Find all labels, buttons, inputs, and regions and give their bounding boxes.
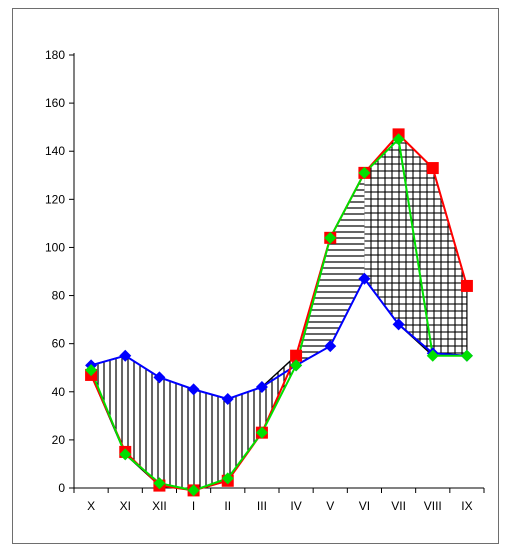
x-tick-label: XI [120, 499, 131, 513]
x-tick-label: X [87, 499, 95, 513]
x-tick-label: V [326, 499, 334, 513]
series-3-point [221, 472, 234, 485]
series-1-point [221, 392, 234, 405]
series-2-point [290, 349, 303, 362]
y-tick-label: 160 [45, 96, 65, 110]
x-tick-label: II [224, 499, 231, 513]
series-1-point [324, 340, 337, 353]
x-tick-label: III [257, 499, 267, 513]
x-tick-label: VII [391, 499, 406, 513]
series-1-point [153, 371, 166, 384]
y-tick-label: 120 [45, 192, 65, 206]
x-tick-label: IV [290, 499, 301, 513]
y-tick-label: 0 [58, 481, 65, 495]
series-3-point [119, 448, 132, 461]
y-tick-label: 100 [45, 240, 65, 254]
axes [69, 53, 485, 493]
series-1-point [255, 380, 268, 393]
x-tick-label: VI [359, 499, 370, 513]
y-tick-label: 40 [52, 385, 66, 399]
series-1-point [187, 383, 200, 396]
series-1-point [119, 349, 132, 362]
y-tick-label: 180 [45, 48, 65, 62]
series-1-point [358, 272, 371, 285]
series-3-point [426, 349, 439, 362]
y-tick-label: 60 [52, 337, 66, 351]
y-tick-label: 20 [52, 433, 66, 447]
series-3-point [153, 477, 166, 490]
series-3-point [324, 231, 337, 244]
shaded-regions [91, 134, 467, 491]
x-tick-label: XII [152, 499, 167, 513]
y-tick-label: 80 [52, 289, 66, 303]
series-3-point [392, 133, 405, 146]
series-3-point [187, 484, 200, 497]
series-3-point [358, 166, 371, 179]
series-1-line [90, 276, 467, 401]
series-2-point [426, 162, 439, 175]
x-tick-label: VIII [424, 499, 442, 513]
shaded-region-1 [91, 355, 297, 491]
series-3-point [85, 364, 98, 377]
y-tick-label: 140 [45, 144, 65, 158]
series-3-line [90, 137, 467, 492]
series-1-point [392, 318, 405, 331]
series-2-point [460, 279, 473, 292]
shaded-region-2 [296, 172, 365, 366]
x-tick-label: IX [461, 499, 472, 513]
series-3-point [460, 349, 473, 362]
series-3-point [255, 426, 268, 439]
series-markers [85, 128, 473, 497]
x-tick-label: I [192, 499, 195, 513]
series-3-point [290, 359, 303, 372]
chart-frame: 0 20 40 60 80 100 120 140 160 180 X XI XII I II III IV V V… [12, 8, 499, 544]
